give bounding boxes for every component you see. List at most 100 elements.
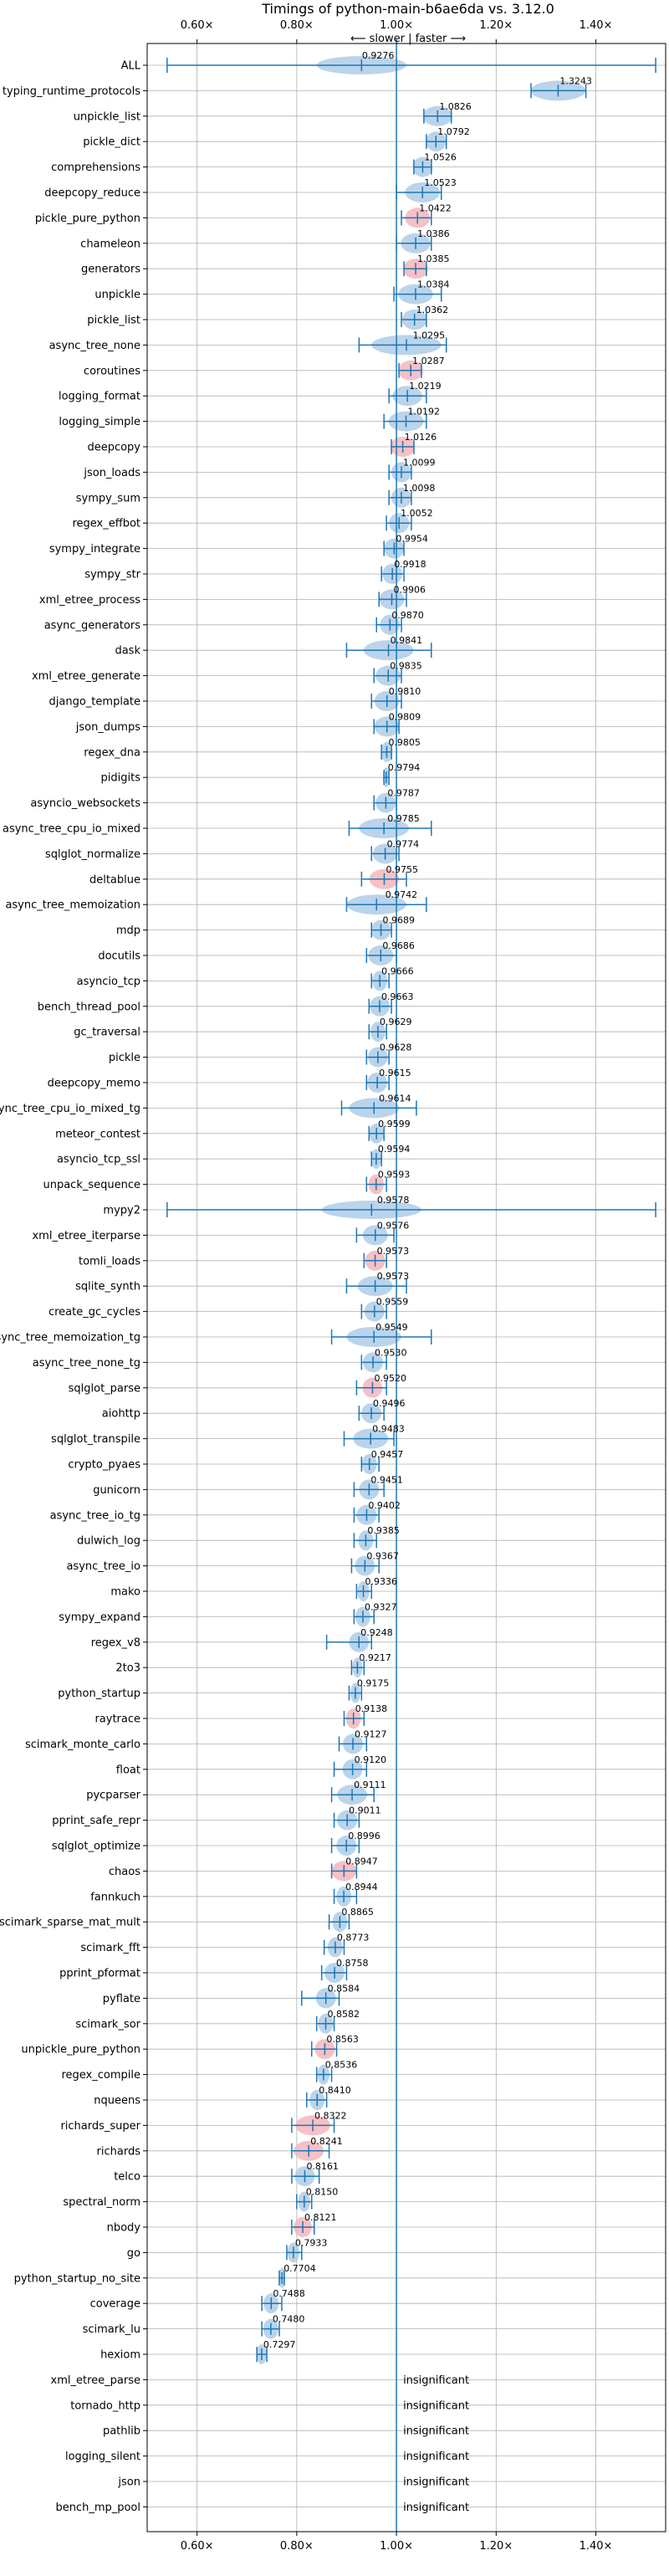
benchmark-label: asyncio_tcp [77,976,140,988]
value-label: 0.9120 [355,1754,387,1765]
benchmark-label: crypto_pyaes [68,1459,140,1472]
x-tick-label-bottom: 1.00× [380,2540,413,2553]
benchmark-label: sympy_expand [59,1611,140,1624]
value-label: 0.9138 [355,1703,388,1714]
x-tick-label-bottom: 1.20× [479,2540,513,2553]
benchmark-label: chameleon [80,238,140,250]
benchmark-label: json_dumps [75,721,140,734]
value-label: 0.9573 [377,1271,410,1282]
benchmark-label: gc_traversal [74,1027,140,1039]
benchmark-label: richards [97,2145,141,2158]
benchmark-label: scimark_sparse_mat_mult [0,1917,140,1929]
value-label: 0.9628 [380,1042,412,1053]
value-label: 1.3243 [559,75,592,86]
value-label: 0.7297 [263,2339,296,2350]
benchmark-label: gunicorn [93,1484,140,1497]
benchmark-label: chaos [109,1866,140,1878]
value-label: 0.7488 [273,2288,305,2299]
value-label: 1.0362 [416,305,449,315]
value-label: 0.9594 [378,1144,411,1155]
x-tick-label-bottom: 0.60× [181,2540,214,2553]
benchmark-label: pickle_list [87,315,140,327]
benchmark-label: typing_runtime_protocols [3,85,140,98]
value-label: 1.0523 [424,177,456,188]
value-label: 0.9686 [382,940,415,951]
benchmark-label: float [116,1764,140,1776]
value-label: 0.8536 [325,2060,358,2071]
value-label: 0.9336 [365,1576,397,1587]
benchmark-label: sqlglot_optimize [52,1841,140,1853]
value-label: 1.0384 [417,279,450,290]
benchmark-label: raytrace [94,1713,140,1726]
benchmark-label: tomli_loads [79,1255,140,1268]
benchmark-label: xml_etree_parse [51,2374,140,2387]
benchmark-label: async_tree_cpu_io_mixed [3,823,140,836]
benchmark-label: tornado_http [70,2399,140,2412]
benchmark-label: aiohttp [102,1408,140,1421]
benchmark-label: json_loads [83,467,140,479]
value-label: 0.9578 [377,1195,410,1206]
value-label: 0.9559 [376,1297,409,1308]
value-label: 0.8996 [348,1831,380,1841]
benchmark-label: pprint_safe_repr [52,1815,140,1827]
chart-title: Timings of python-main-b6ae6da vs. 3.12.… [261,1,554,17]
value-label: 0.8322 [314,2110,347,2121]
benchmark-label: generators [81,264,140,276]
value-label: 0.9402 [368,1500,401,1511]
benchmark-label: sqlite_synth [75,1281,140,1293]
value-label: 0.9870 [391,610,424,621]
value-label: 1.0192 [408,407,441,417]
value-label: 0.9663 [381,991,414,1002]
benchmark-label: regex_dna [84,746,140,759]
value-label: 0.9954 [396,534,428,545]
benchmark-label: telco [114,2171,140,2184]
benchmark-label: python_startup_no_site [14,2272,140,2285]
value-label: 0.9755 [386,864,418,875]
benchmark-label: deepcopy_memo [48,1078,140,1090]
value-label: 0.7480 [273,2314,305,2325]
value-label: 0.9810 [389,686,421,697]
value-label: 0.9496 [373,1398,406,1409]
value-label: 0.9774 [387,838,420,849]
value-label: 0.9615 [379,1068,411,1078]
benchmark-label: async_tree_memoization [5,899,140,912]
benchmark-label: async_tree_io [66,1560,140,1573]
benchmark-label: nqueens [94,2095,140,2107]
benchmark-label: django_template [49,696,140,709]
benchmark-label: create_gc_cycles [49,1306,140,1319]
value-label: 0.9629 [380,1017,412,1027]
benchmark-label: deepcopy [87,442,140,454]
benchmark-label: mypy2 [103,1205,140,1217]
value-label: 0.9217 [359,1652,391,1663]
value-label: 1.0386 [417,228,450,239]
benchmark-label: async_tree_io_tg [50,1509,140,1522]
value-label: 0.9457 [371,1449,404,1460]
benchmark-label: sqlglot_parse [69,1382,140,1395]
benchmark-label: richards_super [60,2120,140,2133]
value-label: 0.9689 [383,915,416,926]
value-label: 0.9599 [378,1119,411,1129]
value-label: 0.8241 [310,2136,343,2147]
benchmark-label: asyncio_websockets [30,797,140,810]
benchmark-label: coverage [90,2298,140,2311]
value-label: 0.8758 [336,1958,369,1969]
benchmark-label: mdp [116,924,140,937]
benchmark-label: pickle [109,1052,140,1064]
value-label: 0.9549 [375,1322,408,1333]
benchmark-label: go [127,2247,140,2260]
x-tick-label-top: 0.60× [181,19,214,32]
value-label: 0.9787 [387,788,420,799]
value-label: 0.9614 [379,1093,411,1104]
value-label: 1.0526 [424,152,456,163]
value-label: 1.0385 [417,254,449,264]
benchmark-label: pprint_pformat [59,1968,140,1980]
benchmark-label: sqlglot_normalize [45,848,140,861]
benchmark-label: logging_format [59,391,140,403]
insignificant-label: insignificant [403,2502,469,2514]
benchmark-label: dulwich_log [77,1535,140,1548]
benchmark-label: ALL [121,60,141,73]
value-label: 0.9918 [394,559,426,570]
benchmark-label: scimark_lu [83,2323,140,2336]
insignificant-label: insignificant [403,2374,469,2387]
